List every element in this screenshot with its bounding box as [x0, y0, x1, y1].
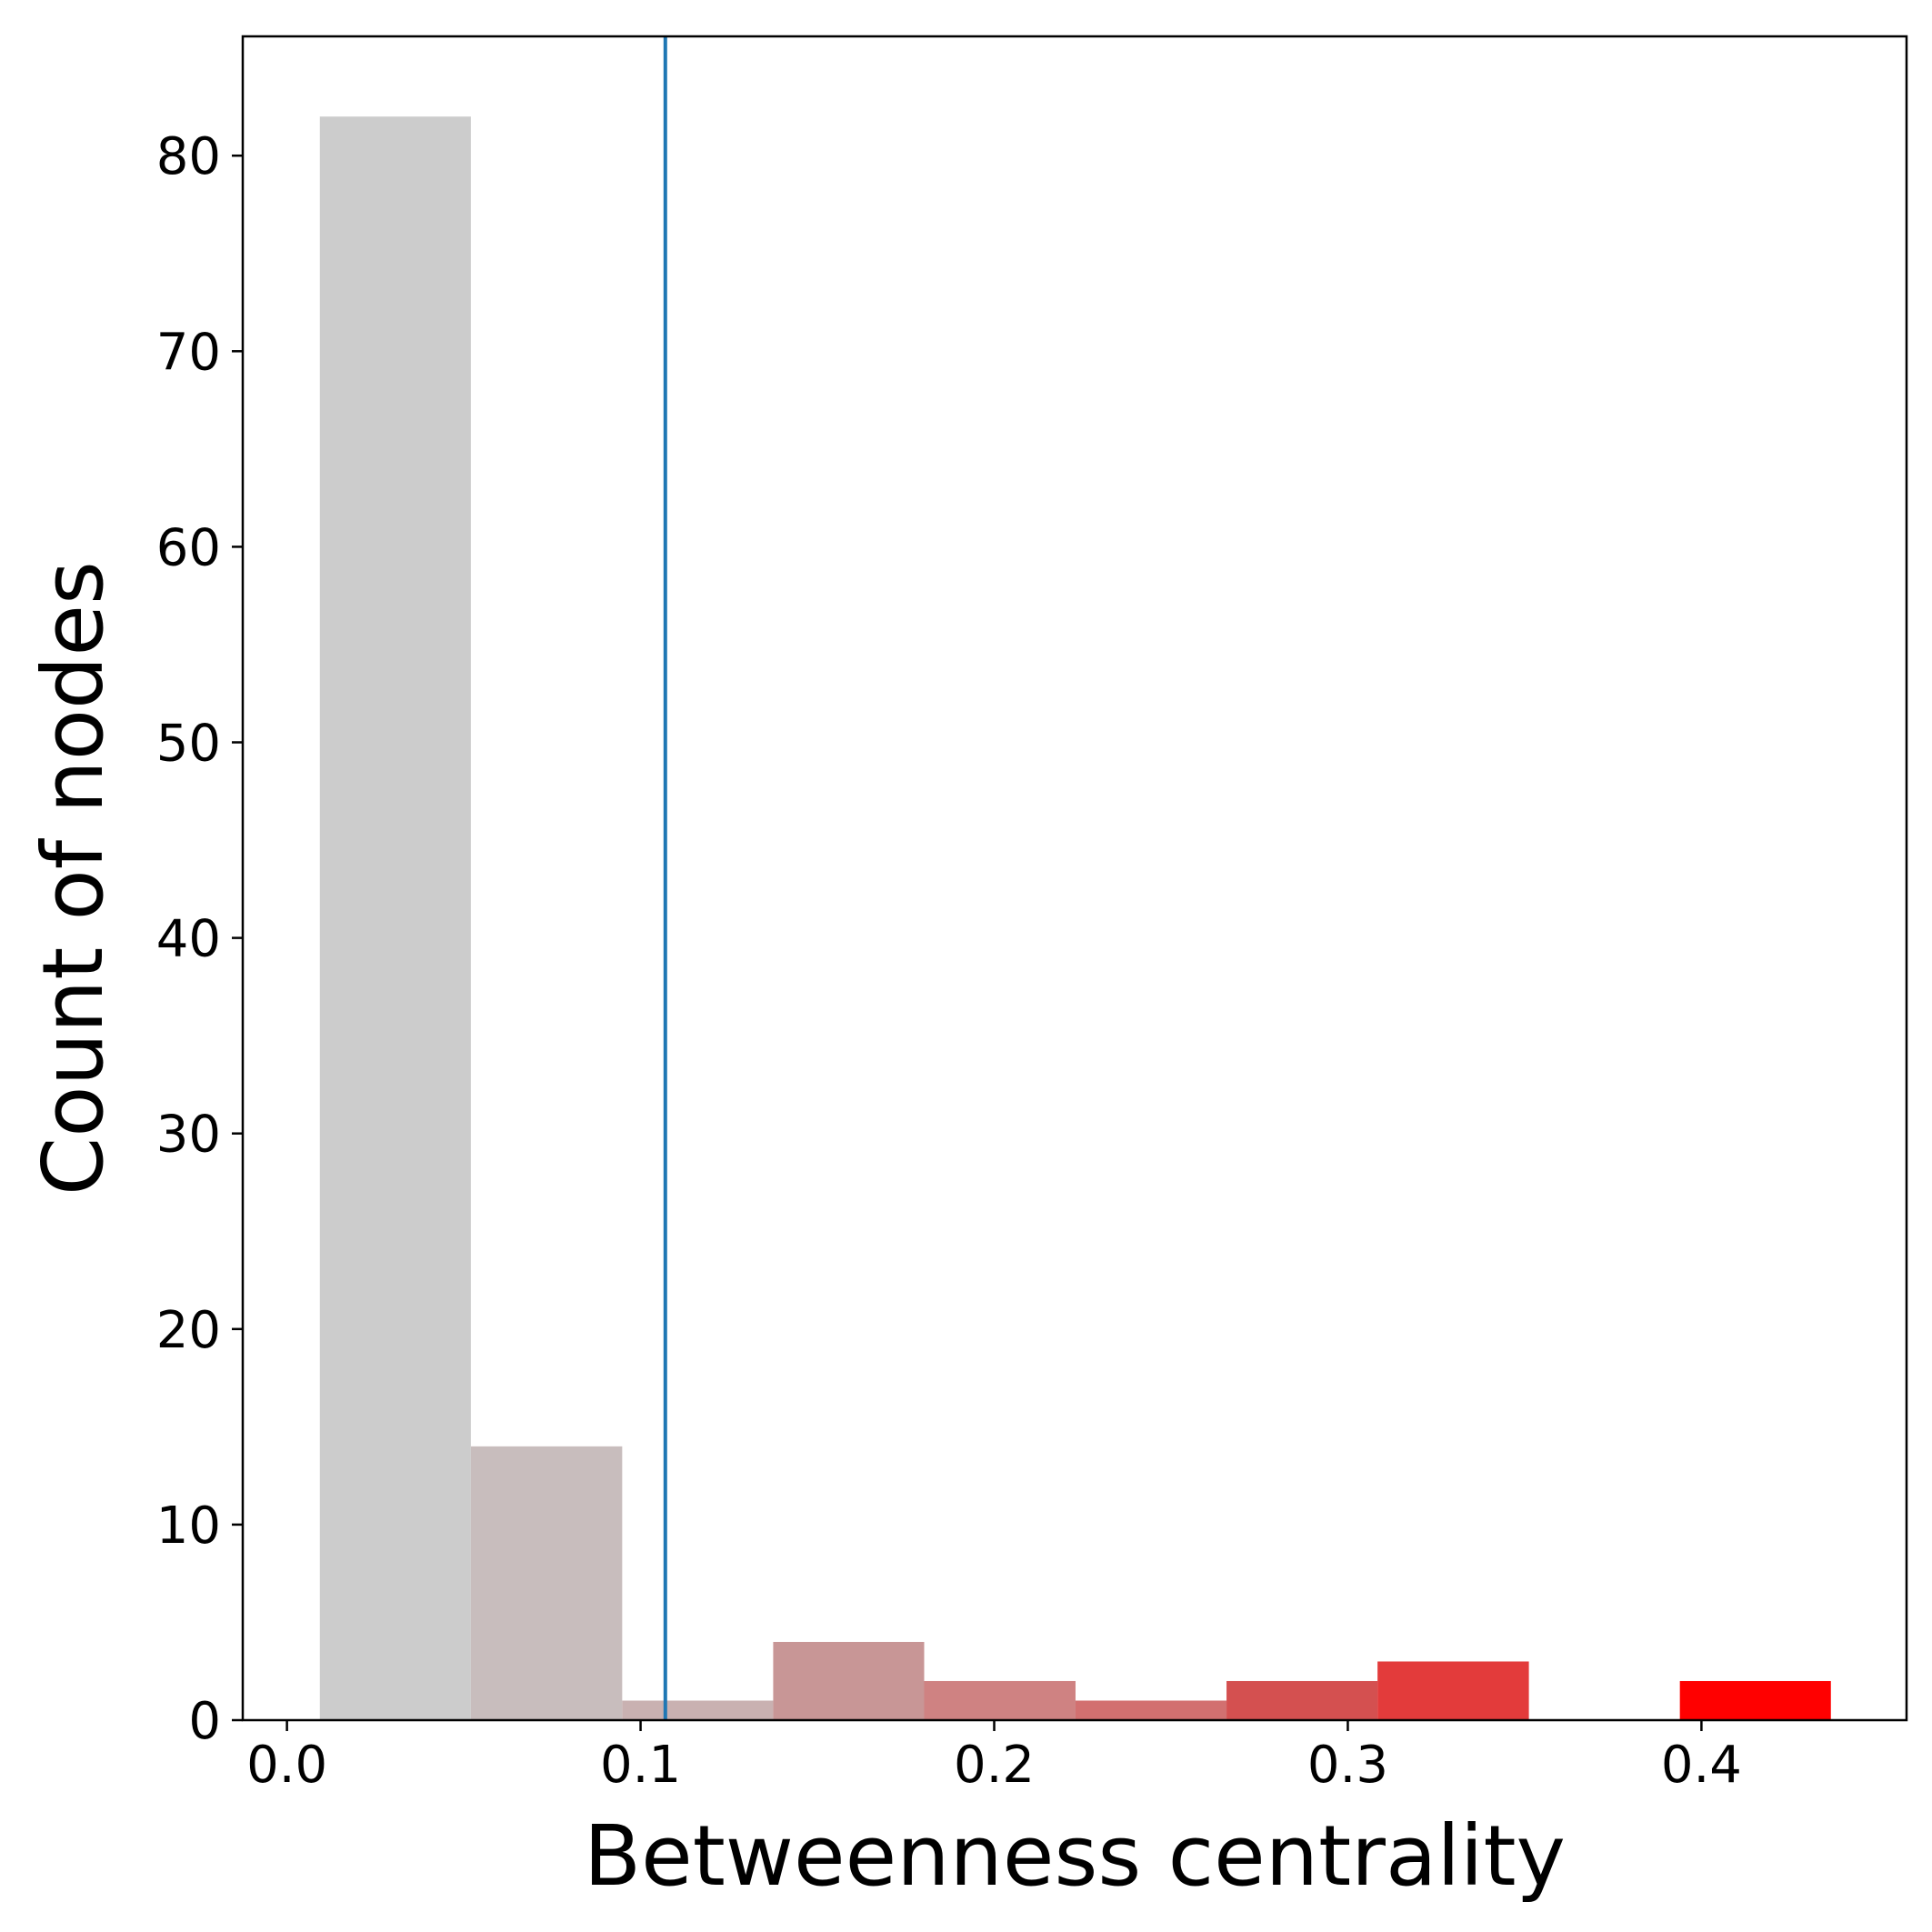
x-tick-label: 0.4: [1661, 1736, 1742, 1795]
y-tick-label: 20: [156, 1301, 221, 1360]
y-tick-label: 10: [156, 1497, 221, 1556]
x-axis-label: Betweenness centrality: [584, 1807, 1566, 1905]
y-tick-label: 30: [156, 1106, 221, 1165]
histogram-bar-6: [1075, 1700, 1227, 1720]
y-tick-label: 0: [188, 1692, 221, 1751]
histogram-bar-4: [773, 1641, 925, 1720]
x-tick-label: 0.3: [1307, 1736, 1388, 1795]
x-tick-label: 0.2: [954, 1736, 1035, 1795]
histogram-bar-8: [1377, 1661, 1529, 1720]
y-tick-label: 50: [156, 715, 221, 774]
y-tick-label: 70: [156, 323, 221, 382]
y-axis-label: Count of nodes: [25, 561, 122, 1196]
y-axis-ticks: 0 10 20 30 40 50 60 70 80: [156, 127, 243, 1751]
histogram-bar-2: [470, 1446, 623, 1720]
histogram-bar-10: [1679, 1680, 1831, 1720]
y-tick-label: 40: [156, 910, 221, 969]
histogram-bar-1: [319, 116, 471, 1721]
histogram-bar-5: [924, 1680, 1076, 1720]
x-tick-label: 0.1: [600, 1736, 681, 1795]
histogram-bar-7: [1226, 1680, 1378, 1720]
plot-frame: [241, 35, 1908, 1722]
y-tick-label: 80: [156, 127, 221, 186]
histogram-bars: [319, 116, 1831, 1721]
y-tick-label: 60: [156, 518, 221, 577]
x-axis-ticks: 0.0 0.1 0.2 0.3 0.4: [246, 1720, 1742, 1795]
x-tick-label: 0.0: [246, 1736, 327, 1795]
histogram-bar-3: [622, 1700, 774, 1720]
